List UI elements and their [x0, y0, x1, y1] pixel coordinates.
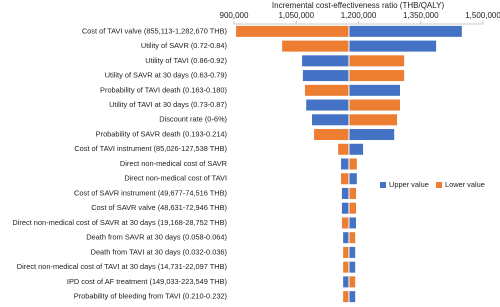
x-tick-label: 1,350,000 [403, 11, 439, 20]
legend-label: Upper value [389, 180, 429, 189]
bar [304, 84, 349, 96]
category-label: Probability of TAVI death (0.163-0.180) [100, 85, 227, 94]
bar [348, 99, 400, 111]
category-label: Direct non-medical cost of TAVI [124, 174, 227, 183]
bar [348, 55, 405, 67]
bar [348, 25, 462, 37]
category-label: IPD cost of AF treatment (149,033-223,54… [67, 277, 227, 286]
bar [348, 114, 398, 126]
bar [348, 246, 356, 258]
bar [348, 129, 395, 141]
category-label: Utility of TAVI at 30 days (0.73-0.87) [109, 100, 227, 109]
bar [306, 99, 349, 111]
x-tick-label: 900,000 [220, 11, 249, 20]
bar [343, 276, 349, 288]
bar [282, 40, 349, 52]
bar [341, 158, 349, 170]
legend-label: Lower value [445, 180, 485, 189]
bar [343, 246, 349, 258]
bar [338, 143, 349, 155]
bar [341, 173, 349, 185]
category-label: Utility of TAVI (0.86-0.92) [145, 56, 227, 65]
bar [348, 143, 364, 155]
bar [348, 40, 437, 52]
bar [348, 202, 357, 214]
bar [348, 187, 357, 199]
bar [348, 261, 356, 273]
bar [343, 291, 349, 303]
bar [302, 70, 349, 82]
bar [314, 129, 349, 141]
bar [348, 276, 356, 288]
category-label: Cost of TAVI instrument (85,026-127,538 … [74, 144, 227, 153]
legend-swatch [436, 182, 442, 188]
category-label: Death from TAVI at 30 days (0.032-0.036) [91, 247, 227, 256]
category-label: Death from SAVR at 30 days (0.058-0.064) [86, 233, 227, 242]
category-label: Cost of SAVR valve (48,631-72,946 THB) [91, 203, 227, 212]
category-label: Probability of bleeding from TAVI (0.210… [74, 292, 227, 301]
bar [341, 202, 349, 214]
bar [348, 291, 356, 303]
bar [348, 173, 357, 185]
category-label: Cost of SAVR instrument (49,677-74,516 T… [74, 188, 227, 197]
category-label: Direct non-medical cost of TAVI at 30 da… [17, 262, 227, 271]
category-label: Direct non-medical cost of SAVR at 30 da… [12, 218, 227, 227]
bar [236, 25, 349, 37]
bar [341, 187, 349, 199]
x-tick-label: 1,200,000 [341, 11, 377, 20]
bar [341, 217, 349, 229]
bar [343, 261, 349, 273]
category-label: Probability of SAVR death (0.193-0.214) [96, 129, 227, 138]
category-label: Utility of SAVR at 30 days (0.63-0.79) [105, 71, 227, 80]
x-tick-label: 1,050,000 [278, 11, 314, 20]
legend-swatch [380, 182, 386, 188]
category-label: Cost of TAVI valve (855,113-1,282,670 TH… [82, 26, 227, 35]
bar [348, 84, 400, 96]
bar [312, 114, 349, 126]
category-label: Direct non-medical cost of SAVR [120, 159, 227, 168]
category-label: Utility of SAVR (0.72-0.84) [141, 41, 227, 50]
bar [348, 70, 405, 82]
x-tick-label: 1,500,000 [465, 11, 500, 20]
bar [343, 232, 349, 244]
bar [302, 55, 349, 67]
bar [348, 158, 357, 170]
bar [348, 217, 357, 229]
bar [348, 232, 356, 244]
category-label: Discount rate (0-6%) [159, 115, 227, 124]
x-axis-title: Incremental cost-effectiveness ratio (TH… [272, 1, 445, 10]
